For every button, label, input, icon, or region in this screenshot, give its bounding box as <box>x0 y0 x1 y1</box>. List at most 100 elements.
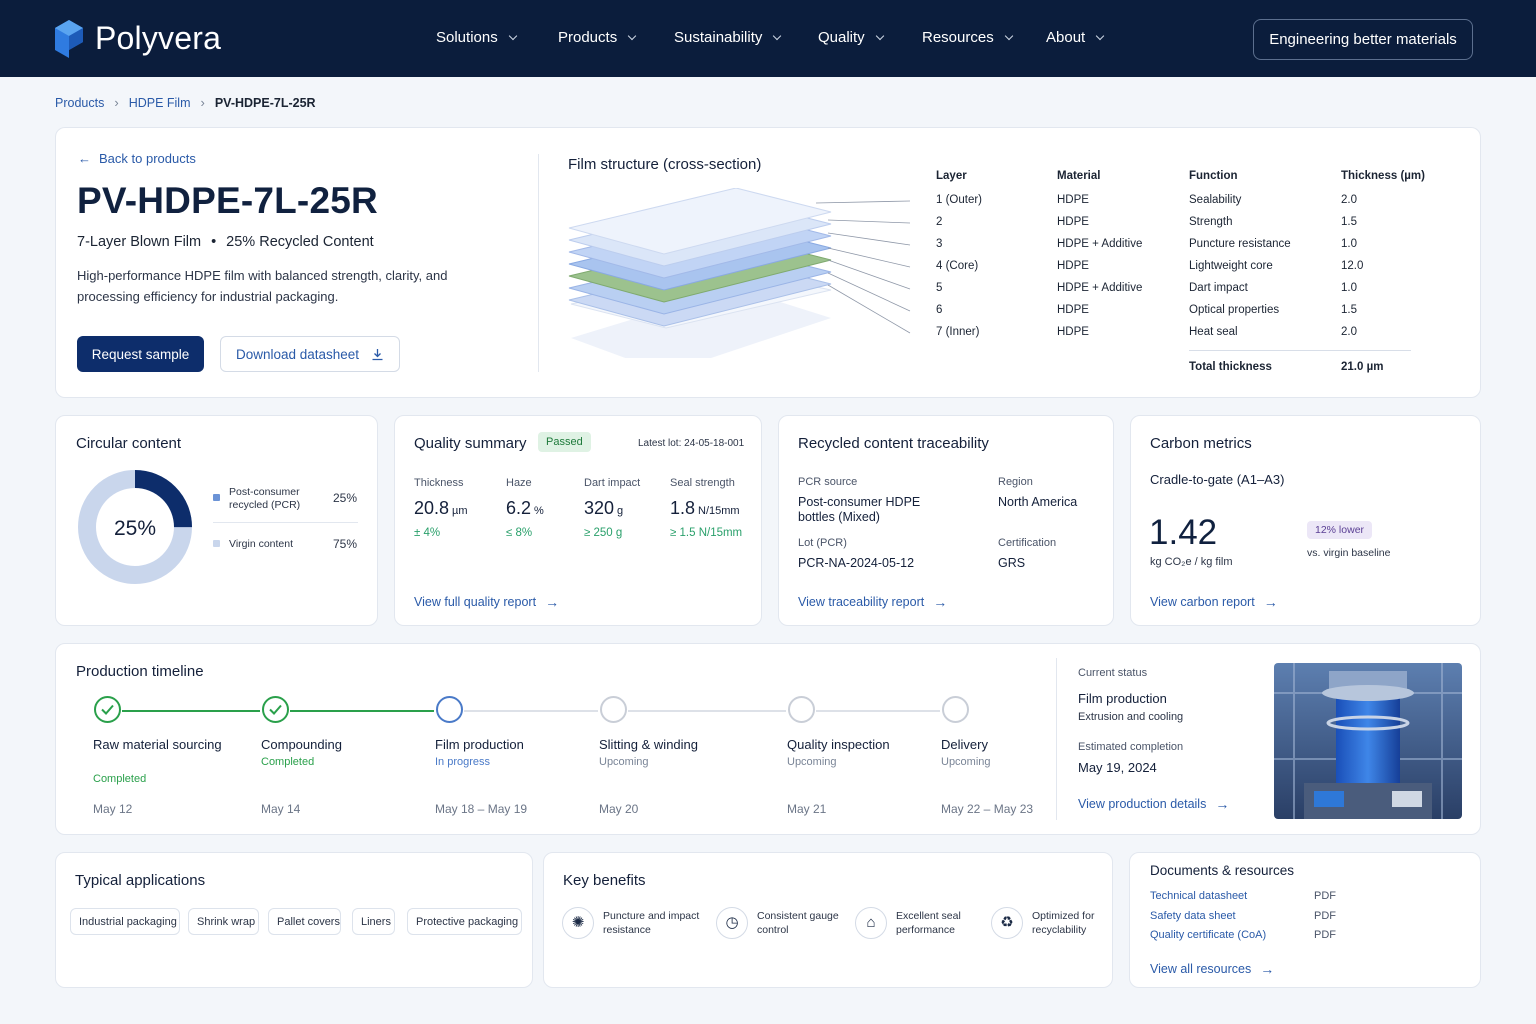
layer-function: Lightweight core <box>1189 260 1273 272</box>
layer-material: HDPE + Additive <box>1057 282 1143 294</box>
latest-lot: Latest lot: 24-05-18-001 <box>638 438 745 449</box>
brand-logo[interactable]: Polyvera <box>53 18 221 58</box>
chevron-down-icon <box>508 31 517 40</box>
layer-layer: 1 (Outer) <box>936 194 983 206</box>
divider <box>538 154 539 372</box>
layer-material: HDPE <box>1057 304 1089 316</box>
document-name[interactable]: Safety data sheet <box>1150 909 1236 922</box>
step-circle-icon <box>942 696 969 723</box>
legend-swatch-virgin <box>213 540 220 547</box>
view-quality-report-link[interactable]: View full quality report → <box>414 594 559 610</box>
benefit-item: ◷ Consistent gauge control <box>716 907 839 939</box>
traceability-title: Recycled content traceability <box>798 435 989 452</box>
layer-thickness: 2.0 <box>1341 194 1357 206</box>
download-datasheet-button[interactable]: Download datasheet <box>220 336 400 372</box>
seal-icon: ⌂ <box>855 907 887 939</box>
product-description: High-performance HDPE film with balanced… <box>77 268 448 304</box>
layer-material: HDPE + Additive <box>1057 238 1143 250</box>
step-name: Delivery <box>941 737 988 752</box>
arrow-right-icon: → <box>933 594 948 610</box>
step-date: May 14 <box>261 802 301 816</box>
nav-about[interactable]: About <box>1046 29 1105 46</box>
step-date: May 12 <box>93 802 133 816</box>
total-value: 21.0 µm <box>1341 361 1384 373</box>
metric-value: 6.2% <box>506 498 544 519</box>
metric-number: 1.8 <box>670 498 696 518</box>
chevron-right-icon: › <box>200 95 205 110</box>
nav-sustainability[interactable]: Sustainability <box>674 29 782 46</box>
application-tag[interactable]: Protective packaging <box>407 908 522 935</box>
step-status: Upcoming <box>599 756 649 768</box>
layer-thickness: 2.0 <box>1341 326 1357 338</box>
polyvera-logo-icon <box>55 20 83 58</box>
request-sample-button[interactable]: Request sample <box>77 336 204 372</box>
lot-value: PCR-NA-2024-05-12 <box>798 556 915 570</box>
traceability-card: Recycled content traceability PCR source… <box>778 415 1114 626</box>
circular-content-card: Circular content 25% Post-consumer recyc… <box>55 415 378 626</box>
nav-label: About <box>1046 29 1086 46</box>
legend-virgin-label: Virgin content <box>229 538 294 550</box>
document-name[interactable]: Quality certificate (CoA) <box>1150 929 1267 941</box>
top-navbar: Polyvera Solutions Products Sustainabili… <box>0 0 1536 77</box>
metric-value: 1.8 N/15mm <box>670 498 740 519</box>
region-label: Region <box>998 476 1033 488</box>
layer-layer: 7 (Inner) <box>936 326 980 338</box>
metric-label: Thickness <box>414 477 464 489</box>
step-status: Upcoming <box>941 756 991 768</box>
metric-label: Dart impact <box>584 477 641 489</box>
nav-products[interactable]: Products <box>558 29 637 46</box>
application-tag[interactable]: Liners <box>352 908 395 935</box>
document-name[interactable]: Technical datasheet <box>1150 890 1248 902</box>
view-carbon-report-link[interactable]: View carbon report → <box>1150 594 1278 610</box>
breadcrumb-current: PV-HDPE-7L-25R <box>214 95 316 110</box>
layer-row: 1 (Outer) HDPE Sealability 2.0 <box>936 194 1436 214</box>
nav-solutions[interactable]: Solutions <box>436 29 517 46</box>
application-tag[interactable]: Pallet covers <box>268 908 341 935</box>
chevron-down-icon <box>875 31 884 40</box>
link-label: View carbon report <box>1150 595 1255 609</box>
benefit-label-line: Optimized for <box>1032 910 1095 922</box>
metric-tolerance: ± 4% <box>414 527 441 539</box>
timeline-connector <box>464 710 598 712</box>
benefit-label-line: resistance <box>603 924 651 936</box>
view-all-resources-link[interactable]: View all resources → <box>1150 961 1274 977</box>
donut-center-label: 25% <box>114 517 156 540</box>
layer-thickness: 12.0 <box>1341 260 1364 272</box>
breadcrumb: Products › HDPE Film › PV-HDPE-7L-25R <box>55 95 316 110</box>
metric-unit: % <box>534 505 544 517</box>
circular-donut-chart: 25% <box>78 470 192 584</box>
product-type: 7-Layer Blown Film <box>77 234 202 250</box>
benefit-label: Consistent gauge control <box>757 909 839 937</box>
metric-label: Haze <box>506 477 532 489</box>
metric-label: Seal strength <box>670 477 735 489</box>
timeline-connector <box>290 710 434 712</box>
benefit-item: ♻ Optimized for recyclability <box>991 907 1094 939</box>
back-to-products-link[interactable]: ← Back to products <box>78 151 196 166</box>
application-tag[interactable]: Shrink wrap <box>188 908 259 935</box>
breadcrumb-hdpe-film[interactable]: HDPE Film <box>128 95 191 110</box>
step-status: Completed <box>261 756 315 768</box>
layer-thickness: 1.0 <box>1341 238 1357 250</box>
engineering-cta-button[interactable]: Engineering better materials <box>1253 19 1473 60</box>
step-date: May 20 <box>599 802 639 816</box>
film-structure-title: Film structure (cross-section) <box>568 156 762 173</box>
view-traceability-report-link[interactable]: View traceability report → <box>798 594 947 610</box>
layer-function: Optical properties <box>1189 304 1280 316</box>
donut-pcr-segment <box>78 470 192 584</box>
breadcrumb-products[interactable]: Products <box>55 95 105 110</box>
application-tag[interactable]: Industrial packaging <box>70 908 180 935</box>
product-recycled-content: 25% Recycled Content <box>226 234 374 250</box>
check-circle-icon <box>262 696 289 723</box>
recycle-icon: ♻ <box>991 907 1023 939</box>
layer-row: 4 (Core) HDPE Lightweight core 12.0 <box>936 260 1436 280</box>
documents-card: Documents & resources Technical datashee… <box>1129 852 1481 988</box>
nav-resources[interactable]: Resources <box>922 29 1013 46</box>
pcr-source-label: PCR source <box>798 476 858 488</box>
metric-tolerance: ≥ 250 g <box>584 527 623 539</box>
download-icon <box>372 348 383 360</box>
nav-quality[interactable]: Quality <box>818 29 884 46</box>
puncture-icon: ✺ <box>562 907 594 939</box>
download-label: Download datasheet <box>235 346 360 362</box>
view-production-details-link[interactable]: View production details → <box>1078 796 1229 812</box>
metric-tolerance: ≤ 8% <box>506 527 533 539</box>
